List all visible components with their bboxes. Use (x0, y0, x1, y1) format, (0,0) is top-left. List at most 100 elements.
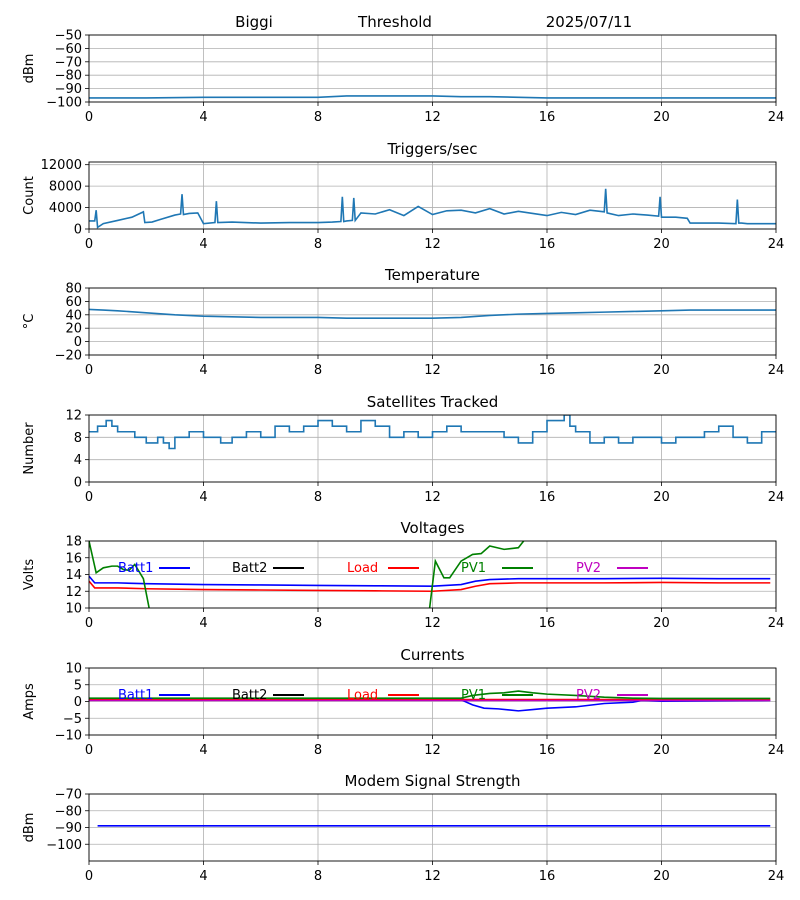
chart-title: Temperature (384, 266, 480, 284)
y-axis-label: Amps (22, 683, 37, 720)
y-tick-label: −10 (55, 729, 82, 744)
x-tick-label: 4 (199, 616, 207, 631)
y-tick-label: −60 (55, 42, 82, 57)
y-tick-label: 16 (65, 551, 82, 566)
y-tick-label: −90 (55, 821, 82, 836)
series-line (89, 95, 776, 99)
y-tick-label: 60 (65, 295, 82, 310)
x-tick-label: 4 (199, 490, 207, 505)
x-tick-label: 12 (424, 743, 441, 758)
x-tick-label: 20 (653, 490, 670, 505)
y-tick-label: 4000 (49, 201, 82, 216)
legend-label-batt2: Batt2 (232, 561, 267, 576)
chart-title: Satellites Tracked (367, 393, 498, 411)
x-tick-label: 12 (424, 616, 441, 631)
plot-frame (88, 667, 777, 736)
x-tick-label: 16 (539, 743, 556, 758)
series-line-pv1 (89, 541, 525, 608)
x-tick-label: 0 (85, 237, 93, 252)
x-tick-label: 16 (539, 616, 556, 631)
station-name: Biggi (235, 13, 273, 31)
y-tick-label: 4 (74, 453, 82, 468)
y-tick-label: 12 (65, 585, 82, 600)
triggers-panel: Triggers/sec Count 0 4000 8000 12000 0 4 8 12 16 20… (22, 140, 784, 252)
plot-frame (88, 161, 777, 230)
x-tick-label: 20 (653, 363, 670, 378)
modem-panel: Modem Signal Strength dBm −70−80 −90 −100 0 4 8… (22, 772, 784, 884)
x-tick-label: 12 (424, 869, 441, 884)
legend-label-pv2: PV2 (576, 688, 601, 703)
date-label: 2025/07/11 (546, 13, 632, 31)
y-tick-label: 14 (65, 568, 82, 583)
series-line (89, 188, 776, 229)
legend-label-pv1: PV1 (461, 688, 486, 703)
y-tick-label: 10 (65, 602, 82, 617)
x-tick-label: 4 (199, 743, 207, 758)
series-line-pv1 (89, 690, 771, 700)
x-tick-label: 24 (768, 363, 785, 378)
y-tick-label: −50 (55, 29, 82, 44)
y-tick-label: 12 (65, 409, 82, 424)
y-tick-label: −80 (55, 804, 82, 819)
x-tick-label: 0 (85, 869, 93, 884)
series-line-load (89, 580, 771, 593)
x-tick-label: 20 (653, 743, 670, 758)
x-tick-label: 24 (768, 743, 785, 758)
currents-panel: Currents Amps −10 −5 0 510 0 4 8 12 16 20 24 Batt1 Bat… (22, 646, 784, 758)
x-tick-label: 24 (768, 110, 785, 125)
x-tick-label: 8 (314, 869, 322, 884)
y-axis-label: Count (22, 176, 37, 215)
y-tick-label: −20 (55, 349, 82, 364)
satellites-panel: Satellites Tracked Number 0 4 8 12 0 4 8 12 16 20 24 (22, 393, 784, 505)
y-axis-label: dBm (22, 813, 37, 843)
x-tick-label: 12 (424, 237, 441, 252)
series-line-batt1 (89, 575, 771, 588)
y-tick-label: −80 (55, 69, 82, 84)
y-tick-label: −90 (55, 82, 82, 97)
x-tick-label: 8 (314, 490, 322, 505)
chart-title: Currents (400, 646, 464, 664)
x-tick-label: 16 (539, 869, 556, 884)
x-tick-label: 20 (653, 110, 670, 125)
x-tick-label: 20 (653, 616, 670, 631)
y-tick-label: 40 (65, 308, 82, 323)
x-tick-label: 4 (199, 237, 207, 252)
chart-title: Modem Signal Strength (345, 772, 521, 790)
x-tick-label: 0 (85, 363, 93, 378)
y-axis-label: °C (22, 314, 37, 330)
y-tick-label: 18 (65, 535, 82, 550)
x-tick-label: 20 (653, 237, 670, 252)
y-tick-label: 0 (74, 223, 82, 238)
x-tick-label: 12 (424, 363, 441, 378)
plot-frame (88, 34, 777, 103)
plot-frame (88, 287, 777, 356)
x-tick-label: 24 (768, 237, 785, 252)
x-tick-label: 16 (539, 237, 556, 252)
y-tick-label: 12000 (41, 158, 82, 173)
plot-frame (88, 793, 777, 862)
chart-title: Triggers/sec (387, 140, 478, 158)
x-tick-label: 24 (768, 869, 785, 884)
y-tick-label: 8 (74, 431, 82, 446)
x-tick-label: 8 (314, 743, 322, 758)
x-tick-label: 4 (199, 110, 207, 125)
x-tick-label: 12 (424, 490, 441, 505)
legend-label-batt2: Batt2 (232, 688, 267, 703)
y-axis-label: dBm (22, 54, 37, 84)
y-tick-label: 0 (74, 476, 82, 491)
x-tick-label: 16 (539, 490, 556, 505)
x-tick-label: 8 (314, 363, 322, 378)
y-axis-label: Volts (22, 559, 37, 591)
y-tick-label: 0 (74, 695, 82, 710)
x-tick-label: 4 (199, 869, 207, 884)
x-tick-label: 12 (424, 110, 441, 125)
x-tick-label: 0 (85, 743, 93, 758)
y-axis-label: Number (22, 422, 37, 475)
y-tick-label: −100 (46, 838, 82, 853)
legend-label-pv2: PV2 (576, 561, 601, 576)
y-tick-label: 20 (65, 322, 82, 337)
